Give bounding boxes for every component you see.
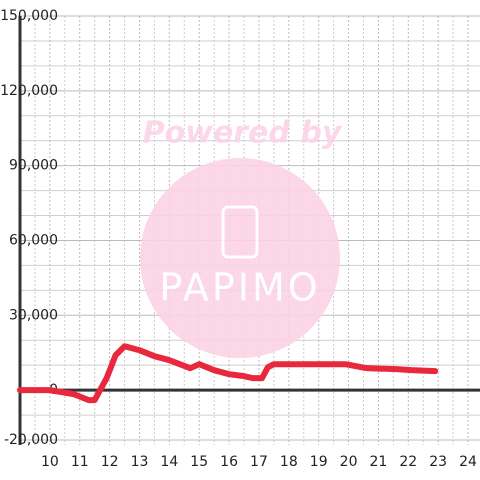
x-tick-label: 18: [280, 454, 298, 470]
x-tick-label: 16: [220, 454, 238, 470]
y-tick-label: 30,000: [9, 307, 58, 323]
watermark-icon: [221, 205, 259, 259]
x-tick-label: 23: [429, 454, 447, 470]
x-tick-label: 24: [459, 454, 477, 470]
x-tick-label: 13: [131, 454, 149, 470]
y-tick-label: 90,000: [9, 158, 58, 174]
x-tick-label: 12: [101, 454, 119, 470]
x-tick-label: 15: [190, 454, 208, 470]
x-tick-label: 11: [71, 454, 89, 470]
watermark: Powered by PAPIMO: [140, 116, 343, 358]
x-tick-label: 22: [399, 454, 417, 470]
data-line: [17, 343, 439, 404]
watermark-text: Powered by: [143, 116, 343, 151]
y-tick-label: 120,000: [0, 83, 58, 99]
grid: [18, 15, 480, 445]
x-tick-label: 21: [370, 454, 388, 470]
y-tick-label: 60,000: [9, 232, 58, 248]
x-tick-label: 20: [340, 454, 358, 470]
x-tick-label: 19: [310, 454, 328, 470]
x-tick-label: 14: [160, 454, 178, 470]
x-tick-label: 10: [41, 454, 59, 470]
y-tick-label: 150,000: [0, 8, 58, 24]
x-tick-label: 17: [250, 454, 268, 470]
plot: -20,000030,00060,00090,000120,000150,000…: [0, 8, 477, 470]
watermark-logo: PAPIMO: [159, 266, 320, 310]
y-tick-label: -20,000: [4, 432, 58, 448]
